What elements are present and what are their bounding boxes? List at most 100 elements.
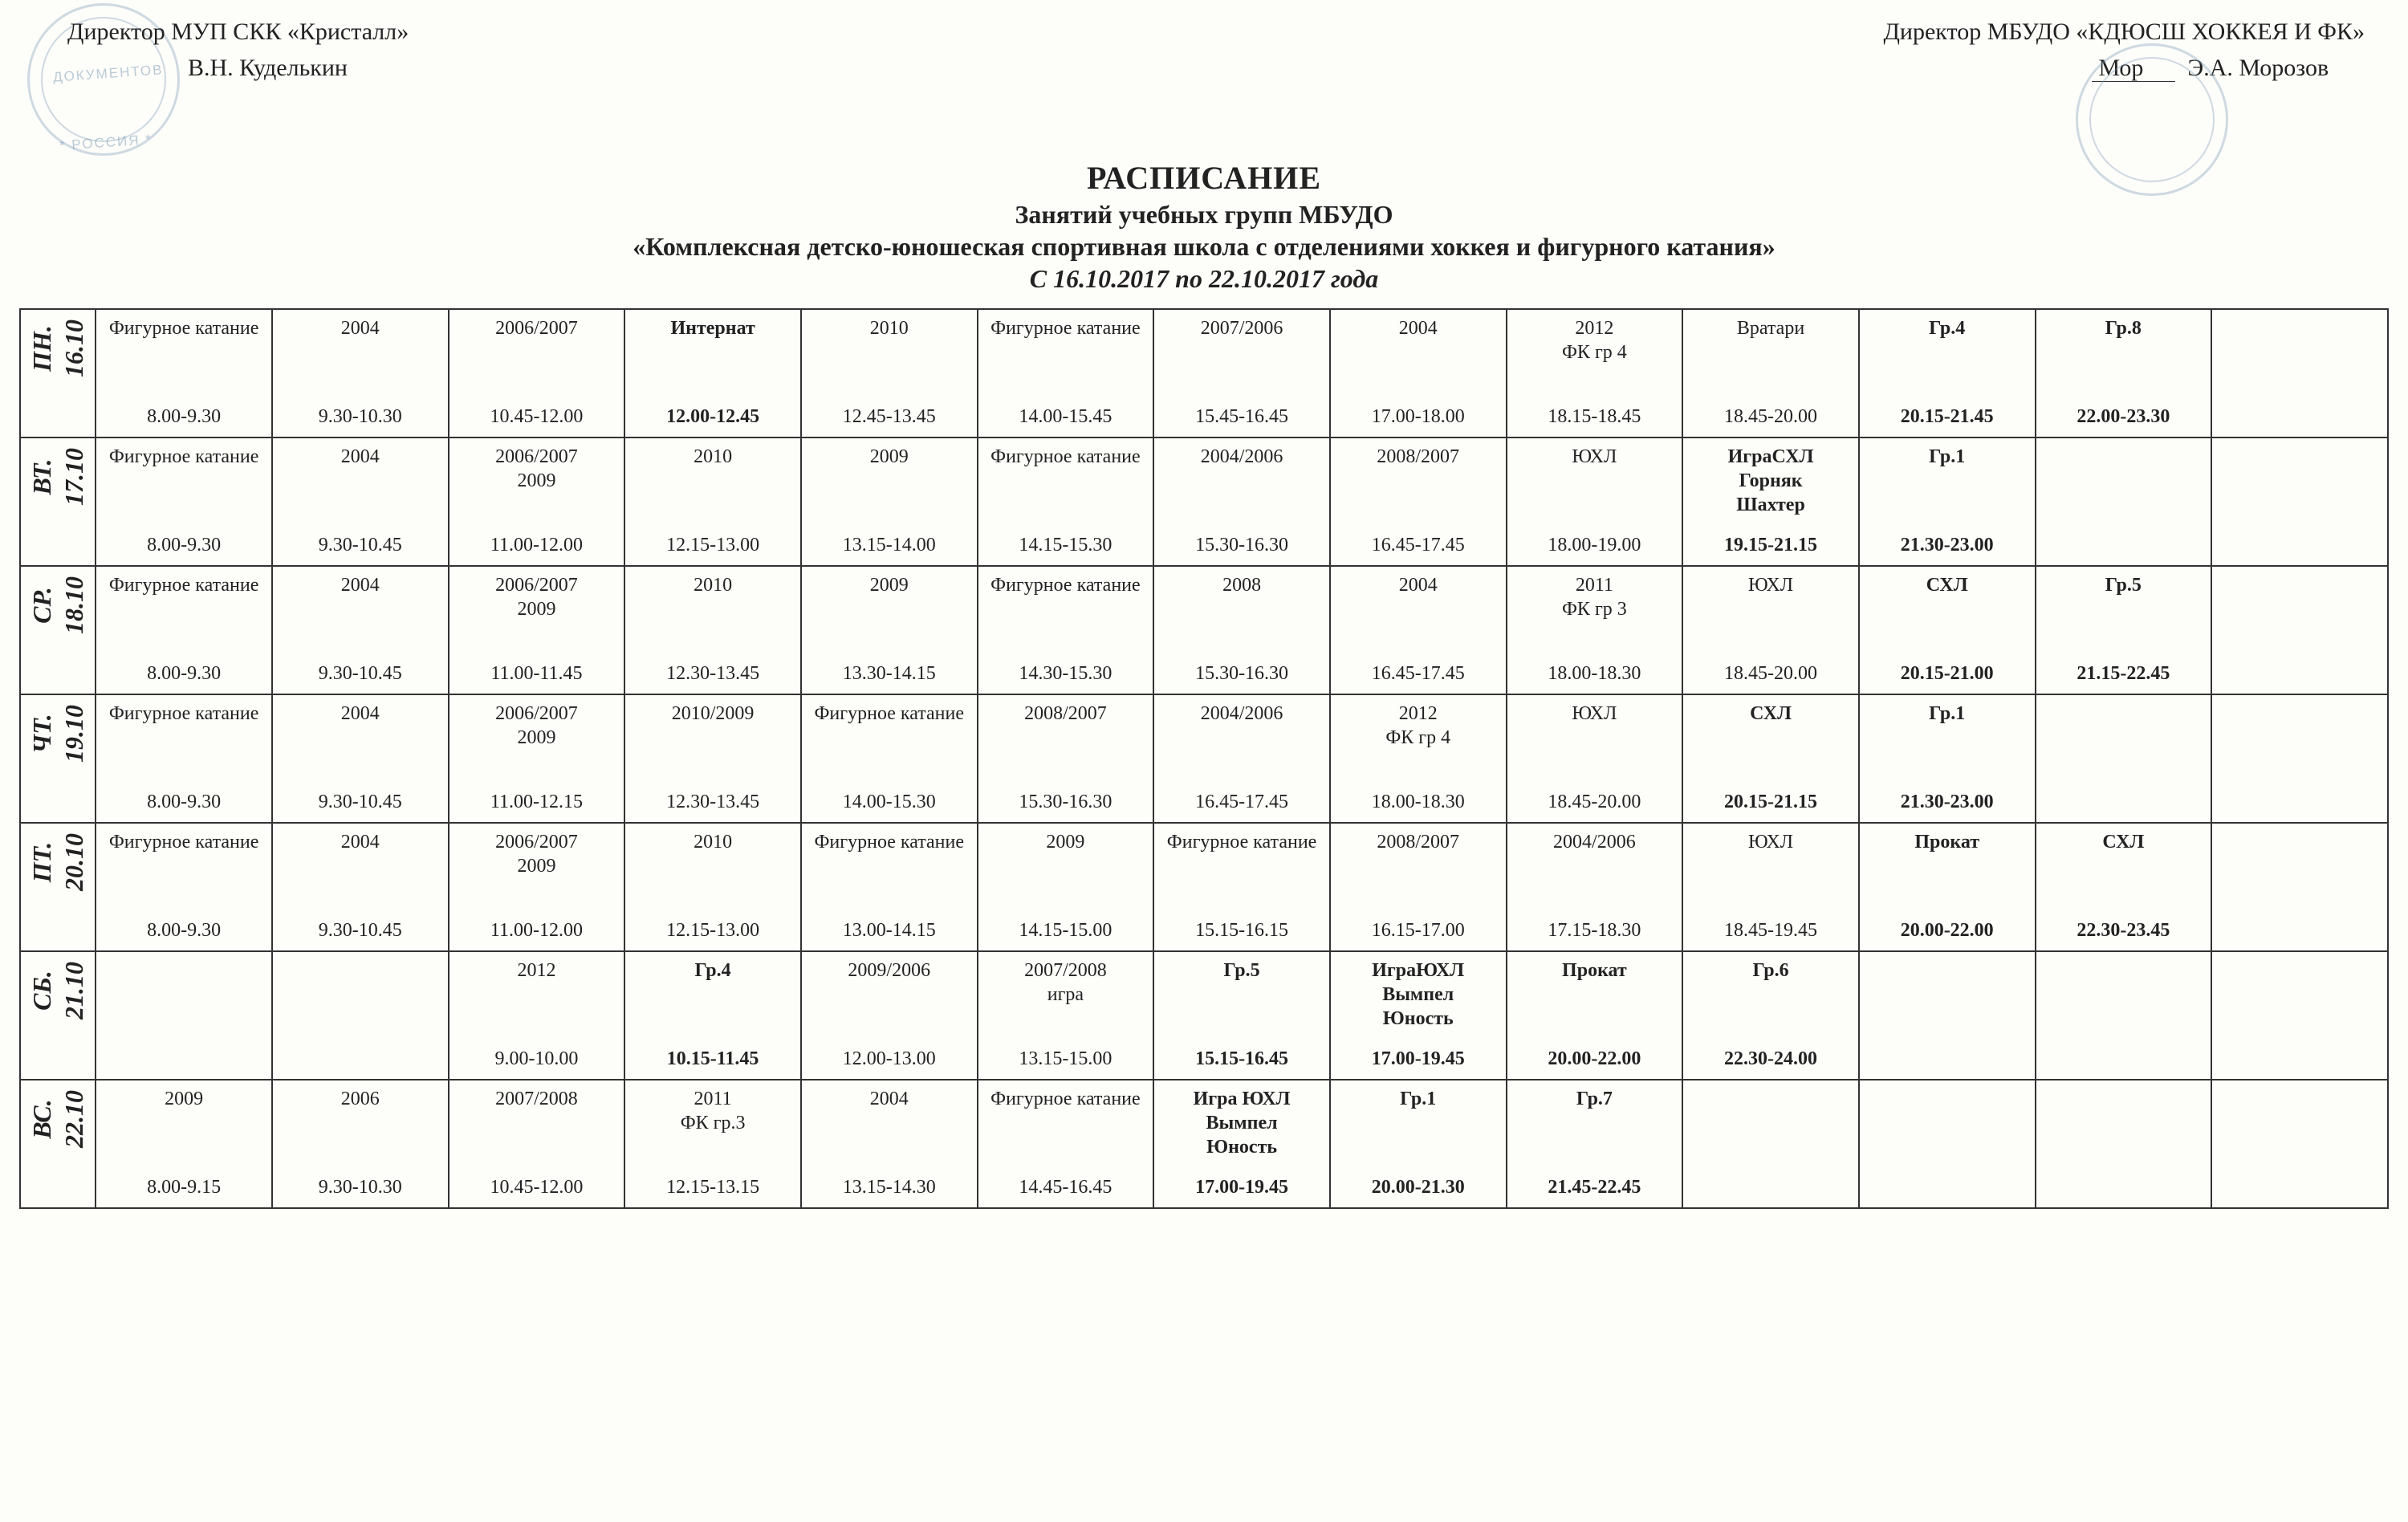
- slot-time: 8.00-9.30: [100, 661, 268, 686]
- slot: 20049.30-10.45: [276, 830, 445, 942]
- slot-time: 8.00-9.30: [100, 405, 268, 429]
- slot-cell: 2006/2007200911.00-11.45: [449, 566, 625, 694]
- slot-time: 15.30-16.30: [1157, 661, 1326, 686]
- slot: Гр.622.30-24.00: [1686, 958, 1855, 1071]
- slot: 2006/20072009 11.00-12.15: [453, 702, 621, 814]
- slot: Фигурное катание14.45-16.45: [982, 1087, 1150, 1199]
- slot-label: Гр.1: [1863, 445, 2032, 469]
- slot-cell: [2036, 437, 2212, 566]
- slot: Фигурное катание8.00-9.30: [100, 702, 268, 814]
- slot-cell: 201012.15-13.00: [624, 823, 801, 951]
- slot-label: Вратари: [1686, 316, 1855, 340]
- slot: СХЛ20.15-21.15: [1686, 702, 1855, 814]
- slot: 2007/2008игра13.15-15.00: [982, 958, 1150, 1071]
- slot-cell: Фигурное катание15.15-16.15: [1153, 823, 1330, 951]
- slot-cell: 20049.30-10.45: [272, 823, 449, 951]
- slot-time: 11.00-12.15: [453, 790, 621, 814]
- slot-label: 2010: [628, 445, 797, 469]
- slot-label: 2007/2008игра: [982, 958, 1150, 1007]
- slot-cell: Гр.822.00-23.30: [2036, 309, 2212, 437]
- title-4: С 16.10.2017 по 22.10.2017 года: [19, 264, 2389, 294]
- slot-time: 14.45-16.45: [982, 1175, 1150, 1199]
- slot-cell: 200913.30-14.15: [801, 566, 978, 694]
- slot-cell: 20098.00-9.15: [96, 1080, 272, 1208]
- slot-label: Гр.8: [2040, 316, 2208, 340]
- title-1: РАСПИСАНИЕ: [19, 159, 2389, 197]
- table-row: ПН.16.10Фигурное катание8.00-9.3020049.3…: [20, 309, 2388, 437]
- slot-cell: Прокат20.00-22.00: [1859, 823, 2036, 951]
- slot-label: 2012ФК гр 4: [1511, 316, 1679, 364]
- slot: 2008/200716.45-17.45: [1334, 445, 1503, 557]
- slot-time: 12.00-12.45: [628, 405, 797, 429]
- slot: Фигурное катание14.30-15.30: [982, 573, 1150, 686]
- slot-time: 16.15-17.00: [1334, 918, 1503, 942]
- slot-cell: 2006/200710.45-12.00: [449, 309, 625, 437]
- slot-time: 16.45-17.45: [1157, 790, 1326, 814]
- slot-cell: [2211, 951, 2388, 1080]
- slot-label: Фигурное катание: [100, 316, 268, 340]
- slot: 2008/200715.30-16.30: [982, 702, 1150, 814]
- slot-cell: Фигурное катание13.00-14.15: [801, 823, 978, 951]
- day-label: СБ.21.10: [26, 962, 90, 1019]
- slot-cell: Игра ЮХЛВымпелЮность17.00-19.45: [1153, 1080, 1330, 1208]
- slot-time: 15.30-16.30: [1157, 533, 1326, 557]
- slot-cell: Фигурное катание8.00-9.30: [96, 694, 272, 823]
- slot: 2007/200810.45-12.00: [453, 1087, 621, 1199]
- slot-cell: 2007/200615.45-16.45: [1153, 309, 1330, 437]
- slot-cell: Фигурное катание14.00-15.45: [978, 309, 1154, 437]
- slot: Фигурное катание8.00-9.30: [100, 830, 268, 942]
- slot: СХЛ22.30-23.45: [2040, 830, 2208, 942]
- slot-cell: 2006/2007200911.00-12.00: [449, 437, 625, 566]
- slot: 2010 12.15-13.00: [628, 445, 797, 557]
- slot-time: 9.30-10.30: [276, 1175, 445, 1199]
- slot: 200913.30-14.15: [805, 573, 974, 686]
- slot: 2010 12.45-13.45: [805, 316, 974, 429]
- slot-cell: 20129.00-10.00: [449, 951, 625, 1080]
- slot: 2004/200615.30-16.30: [1157, 445, 1326, 557]
- slot-cell: 200914.15-15.00: [978, 823, 1154, 951]
- slot-cell: Фигурное катание 8.00-9.30: [96, 309, 272, 437]
- slot-cell: СХЛ20.15-21.00: [1859, 566, 2036, 694]
- slot-label: 2004: [1334, 573, 1503, 597]
- slot-label: 2010: [805, 316, 974, 340]
- slot: 200914.15-15.00: [982, 830, 1150, 942]
- slot-label: 2006/20072009: [453, 445, 621, 493]
- slot: ИграЮХЛВымпелЮность17.00-19.45: [1334, 958, 1503, 1071]
- slot-label: Фигурное катание: [982, 445, 1150, 469]
- title-3: «Комплексная детско-юношеская спортивная…: [19, 232, 2389, 262]
- slot-cell: Фигурное катание14.30-15.30: [978, 566, 1154, 694]
- day-cell: ПН.16.10: [20, 309, 96, 437]
- slot-time: 12.15-13.15: [628, 1175, 797, 1199]
- slot-label: Фигурное катание: [982, 316, 1150, 340]
- slot-cell: 201012.30-13.45: [624, 566, 801, 694]
- slot-label: Игра ЮХЛВымпелЮность: [1157, 1087, 1326, 1159]
- signature-right: Директор МБУДО «КДЮСШ ХОККЕЯ И ФК» Мор Э…: [1883, 16, 2365, 84]
- slot-label: 2009/2006: [805, 958, 974, 983]
- slot: 201012.30-13.45: [628, 573, 797, 686]
- slot-label: 2006/20072009: [453, 702, 621, 750]
- slot-time: 8.00-9.15: [100, 1175, 268, 1199]
- slot-label: ЮХЛ: [1511, 445, 1679, 469]
- slot-cell: Гр.121.30-23.00: [1859, 437, 2036, 566]
- slot-cell: [2036, 1080, 2212, 1208]
- slot: Фигурное катание 8.00-9.30: [100, 316, 268, 429]
- slot-label: 2004: [276, 830, 445, 854]
- slot-time: 18.45-19.45: [1686, 918, 1855, 942]
- slot: 2009/200612.00-13.00: [805, 958, 974, 1071]
- slot-label: Гр.4: [1863, 316, 2032, 340]
- slot: Фигурное катание14.00-15.30: [805, 702, 974, 814]
- slot-cell: 200416.45-17.45: [1330, 566, 1507, 694]
- slot-cell: Гр.410.15-11.45: [624, 951, 801, 1080]
- slot-label: Гр.1: [1334, 1087, 1503, 1111]
- slot-label: Фигурное катание: [100, 573, 268, 597]
- slot-label: ИграЮХЛВымпелЮность: [1334, 958, 1503, 1031]
- slot-time: 12.45-13.45: [805, 405, 974, 429]
- slot-time: 21.15-22.45: [2040, 661, 2208, 686]
- slot-cell: Гр.721.45-22.45: [1507, 1080, 1683, 1208]
- slot-cell: ЮХЛ18.45-19.45: [1682, 823, 1859, 951]
- slot: 2006/2007200911.00-12.00: [453, 830, 621, 942]
- table-row: СР.18.10Фигурное катание8.00-9.3020049.3…: [20, 566, 2388, 694]
- slot-time: 14.00-15.30: [805, 790, 974, 814]
- slot: ИграСХЛГорнякШахтер19.15-21.15: [1686, 445, 1855, 557]
- slot-time: 12.15-13.00: [628, 533, 797, 557]
